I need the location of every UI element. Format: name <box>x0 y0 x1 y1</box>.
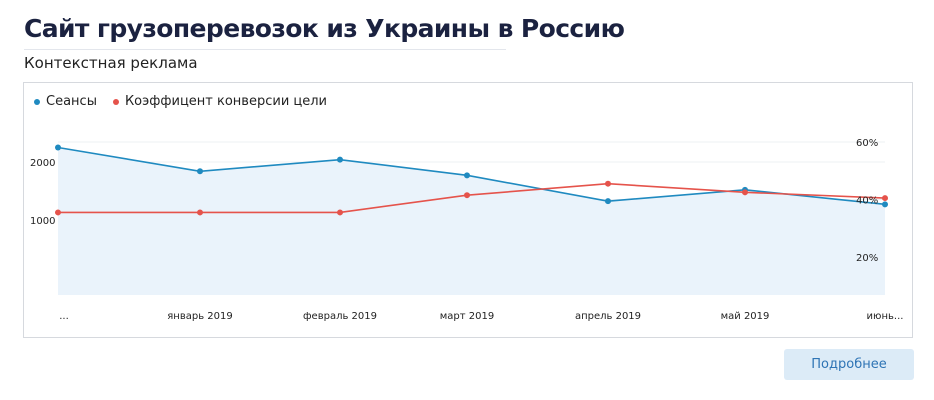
legend-label-conversion: Коэффицент конверсии цели <box>124 94 327 109</box>
legend-item-sessions[interactable]: Сеансы <box>34 94 97 109</box>
chart-legend: Сеансы Коэффицент конверсии цели <box>34 94 343 109</box>
chart-card <box>23 82 913 338</box>
title-divider <box>24 49 506 50</box>
legend-item-conversion[interactable]: Коэффицент конверсии цели <box>112 94 327 109</box>
legend-dot-conversion-icon <box>112 98 119 105</box>
page-subtitle: Контекстная реклама <box>24 54 198 72</box>
page-title: Сайт грузоперевозок из Украины в Россию <box>24 14 625 43</box>
legend-label-sessions: Сеансы <box>46 94 97 109</box>
legend-dot-sessions-icon <box>34 98 40 105</box>
details-button[interactable]: Подробнее <box>784 349 914 380</box>
